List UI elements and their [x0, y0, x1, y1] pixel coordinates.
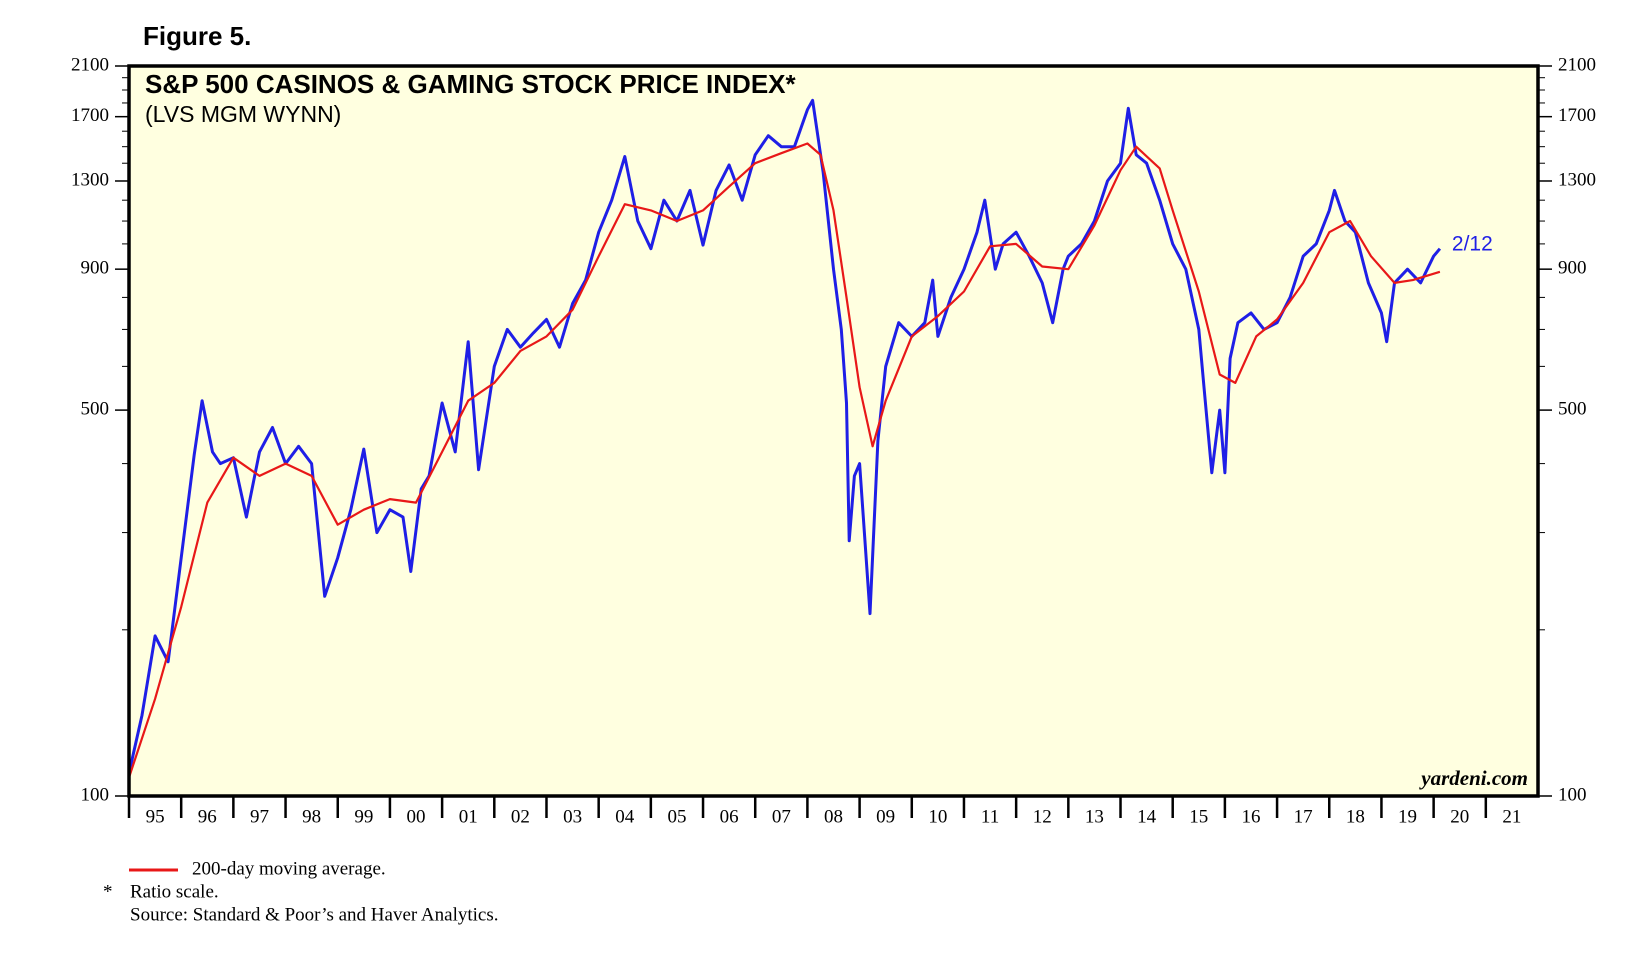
- x-tick-label: 97: [250, 806, 269, 827]
- x-tick-label: 15: [1189, 806, 1208, 827]
- y-tick-label: 2100: [71, 54, 109, 75]
- chart-title: S&P 500 CASINOS & GAMING STOCK PRICE IND…: [145, 69, 797, 99]
- x-tick-label: 03: [563, 806, 582, 827]
- x-tick-label: 95: [146, 806, 165, 827]
- note-text: Ratio scale.: [130, 881, 219, 902]
- y-tick-label-right: 2100: [1558, 54, 1596, 75]
- figure-label: Figure 5.: [143, 21, 251, 51]
- x-tick-label: 07: [772, 806, 791, 827]
- x-tick-label: 00: [407, 806, 426, 827]
- y-tick-label-right: 100: [1558, 784, 1587, 805]
- watermark: yardeni.com: [1418, 766, 1528, 790]
- x-tick-label: 11: [981, 806, 999, 827]
- x-tick-label: 18: [1346, 806, 1365, 827]
- x-tick-label: 09: [876, 806, 895, 827]
- x-tick-label: 10: [928, 806, 947, 827]
- chart-subtitle: (LVS MGM WYNN): [145, 101, 341, 127]
- x-tick-label: 05: [667, 806, 686, 827]
- x-tick-label: 98: [302, 806, 321, 827]
- y-tick-label: 900: [81, 258, 110, 279]
- x-tick-label: 02: [511, 806, 530, 827]
- y-tick-label: 100: [81, 784, 110, 805]
- x-tick-label: 96: [198, 806, 217, 827]
- x-tick-label: 01: [459, 806, 478, 827]
- x-tick-label: 99: [354, 806, 373, 827]
- legend-label: 200-day moving average.: [192, 858, 386, 879]
- x-tick-label: 04: [615, 806, 635, 827]
- x-tick-label: 08: [824, 806, 843, 827]
- plot-area: [129, 66, 1538, 796]
- x-tick-label: 17: [1294, 806, 1313, 827]
- x-tick-label: 16: [1241, 806, 1260, 827]
- series-line: [129, 142, 1441, 778]
- end-label: 2/12: [1452, 232, 1493, 255]
- x-tick-label: 21: [1502, 806, 1521, 827]
- x-tick-label: 13: [1085, 806, 1104, 827]
- x-tick-label: 06: [720, 806, 739, 827]
- x-tick-label: 12: [1033, 806, 1052, 827]
- y-tick-label: 1300: [71, 169, 109, 190]
- series-line: [129, 98, 1442, 774]
- y-tick-label-right: 500: [1558, 398, 1587, 419]
- y-tick-label-right: 1700: [1558, 105, 1596, 126]
- source: Source: Standard & Poor’s and Haver Anal…: [130, 904, 499, 925]
- note-marker: *: [103, 881, 113, 902]
- plot-border: [127, 64, 1540, 798]
- x-tick-label: 19: [1398, 806, 1417, 827]
- y-tick-label-right: 1300: [1558, 169, 1596, 190]
- x-tick-label: 14: [1137, 806, 1157, 827]
- y-tick-label: 1700: [71, 105, 109, 126]
- x-tick-label: 20: [1450, 806, 1469, 827]
- y-tick-label-right: 900: [1558, 258, 1587, 279]
- y-tick-label: 500: [81, 398, 110, 419]
